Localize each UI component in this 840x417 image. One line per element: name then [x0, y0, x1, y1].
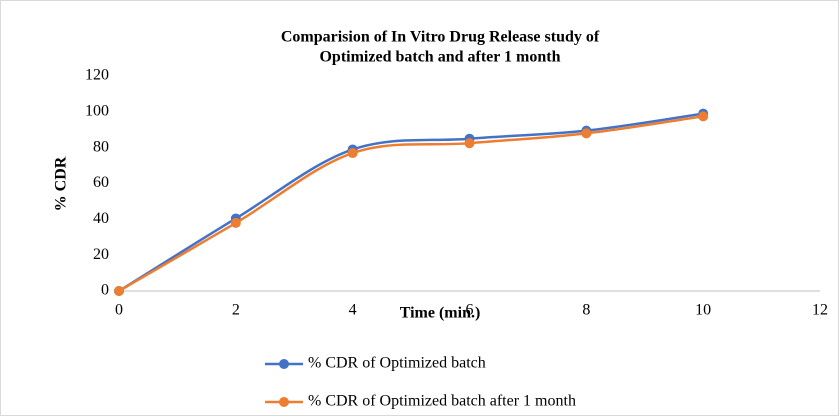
- y-tick-label: 20: [93, 246, 109, 263]
- y-tick-label: 100: [85, 103, 109, 120]
- data-point: [230, 217, 241, 228]
- legend-label: % CDR of Optimized batch after 1 month: [308, 393, 576, 410]
- data-point: [114, 286, 124, 296]
- x-axis-title: Time (min.): [400, 305, 481, 322]
- x-tick-label: 4: [349, 302, 357, 319]
- legend-marker: [279, 397, 289, 407]
- y-tick-label: 40: [93, 210, 109, 227]
- x-tick-label: 0: [115, 302, 123, 319]
- y-axis-title: % CDR: [53, 156, 70, 211]
- x-tick-label: 6: [466, 302, 474, 319]
- x-tick-label: 2: [232, 302, 240, 319]
- x-tick-label: 8: [582, 302, 590, 319]
- data-point: [347, 148, 358, 159]
- legend-marker: [279, 359, 289, 369]
- y-tick-label: 80: [93, 138, 109, 155]
- x-tick-label: 10: [695, 302, 711, 319]
- data-point: [698, 111, 709, 122]
- legend-label: % CDR of Optimized batch: [308, 355, 486, 372]
- data-point: [464, 138, 475, 149]
- y-tick-label: 120: [85, 67, 109, 84]
- x-tick-label: 12: [812, 302, 828, 319]
- data-point: [581, 128, 592, 139]
- series-line: [118, 112, 704, 293]
- y-tick-label: 0: [101, 282, 109, 299]
- series-line: [118, 115, 704, 293]
- chart-title: Optimized batch and after 1 month: [319, 49, 560, 66]
- y-tick-label: 60: [93, 174, 109, 191]
- chart-title: Comparision of In Vitro Drug Release stu…: [281, 29, 600, 46]
